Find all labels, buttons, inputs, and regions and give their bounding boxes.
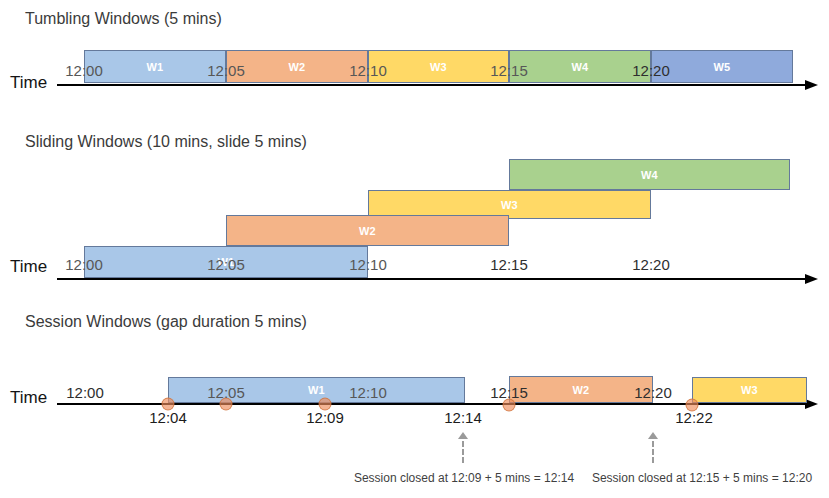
session-close-arrow-icon bbox=[458, 432, 468, 463]
window-label: W3 bbox=[430, 61, 447, 73]
time-axis bbox=[57, 278, 806, 280]
time-axis bbox=[57, 84, 806, 86]
tick-label: 12:20 bbox=[634, 384, 672, 401]
tick-label: 12:10 bbox=[349, 384, 387, 401]
window-label: W4 bbox=[571, 61, 588, 73]
window-label: W4 bbox=[641, 169, 658, 181]
windowing-strategies-diagram: Tumbling Windows (5 mins) Time W1 W2 W3 … bbox=[0, 0, 829, 498]
tick-label: 12:10 bbox=[349, 62, 387, 79]
axis-arrowhead-icon bbox=[805, 80, 818, 90]
session-close-arrow-icon bbox=[648, 432, 658, 463]
tick-label: 12:00 bbox=[65, 62, 103, 79]
window-bar: W2 bbox=[226, 215, 509, 246]
section-title-sliding: Sliding Windows (10 mins, slide 5 mins) bbox=[25, 133, 307, 151]
session-close-annotation: Session closed at 12:09 + 5 mins = 12:14 bbox=[354, 471, 574, 485]
window-label: W3 bbox=[501, 199, 518, 211]
axis-arrowhead-icon bbox=[805, 274, 818, 284]
window-label: W5 bbox=[713, 61, 730, 73]
window-label: W1 bbox=[146, 61, 163, 73]
tick-label: 12:05 bbox=[207, 62, 245, 79]
section-title-session: Session Windows (gap duration 5 mins) bbox=[25, 313, 307, 331]
window-bar: W3 bbox=[368, 50, 509, 83]
window-label: W1 bbox=[308, 384, 325, 396]
session-close-annotation: Session closed at 12:15 + 5 mins = 12:20 bbox=[592, 471, 812, 485]
section-title-tumbling: Tumbling Windows (5 mins) bbox=[25, 10, 222, 28]
window-bar: W4 bbox=[509, 50, 651, 83]
tick-label: 12:15 bbox=[490, 256, 528, 273]
tick-label: 12:10 bbox=[349, 256, 387, 273]
tick-label: 12:00 bbox=[65, 256, 103, 273]
tick-label: 12:00 bbox=[66, 384, 104, 401]
tick-label: 12:20 bbox=[632, 62, 670, 79]
event-time-label: 12:22 bbox=[675, 409, 713, 426]
window-bar: W4 bbox=[509, 159, 790, 190]
arrow-up-icon bbox=[458, 432, 468, 439]
event-time-label: 12:09 bbox=[306, 409, 344, 426]
tick-label: 12:05 bbox=[207, 384, 245, 401]
window-bar: W3 bbox=[692, 377, 807, 403]
dashed-line bbox=[652, 441, 654, 463]
tick-label: 12:20 bbox=[632, 256, 670, 273]
window-bar: W1 bbox=[84, 50, 226, 83]
window-label: W2 bbox=[572, 384, 589, 396]
window-bar: W2 bbox=[226, 50, 368, 83]
tick-label: 12:15 bbox=[490, 62, 528, 79]
arrow-up-icon bbox=[648, 432, 658, 439]
time-axis-label: Time bbox=[10, 388, 47, 408]
window-bar: W5 bbox=[651, 50, 793, 83]
window-label: W3 bbox=[741, 384, 758, 396]
window-label: W2 bbox=[359, 225, 376, 237]
tick-label: 12:05 bbox=[207, 256, 245, 273]
event-time-label: 12:04 bbox=[149, 409, 187, 426]
window-label: W2 bbox=[288, 61, 305, 73]
time-axis-label: Time bbox=[10, 257, 47, 277]
window-bar: W2 bbox=[509, 376, 653, 403]
tick-label: 12:15 bbox=[490, 384, 528, 401]
event-time-label: 12:14 bbox=[444, 409, 482, 426]
dashed-line bbox=[462, 441, 464, 463]
time-axis-label: Time bbox=[10, 73, 47, 93]
